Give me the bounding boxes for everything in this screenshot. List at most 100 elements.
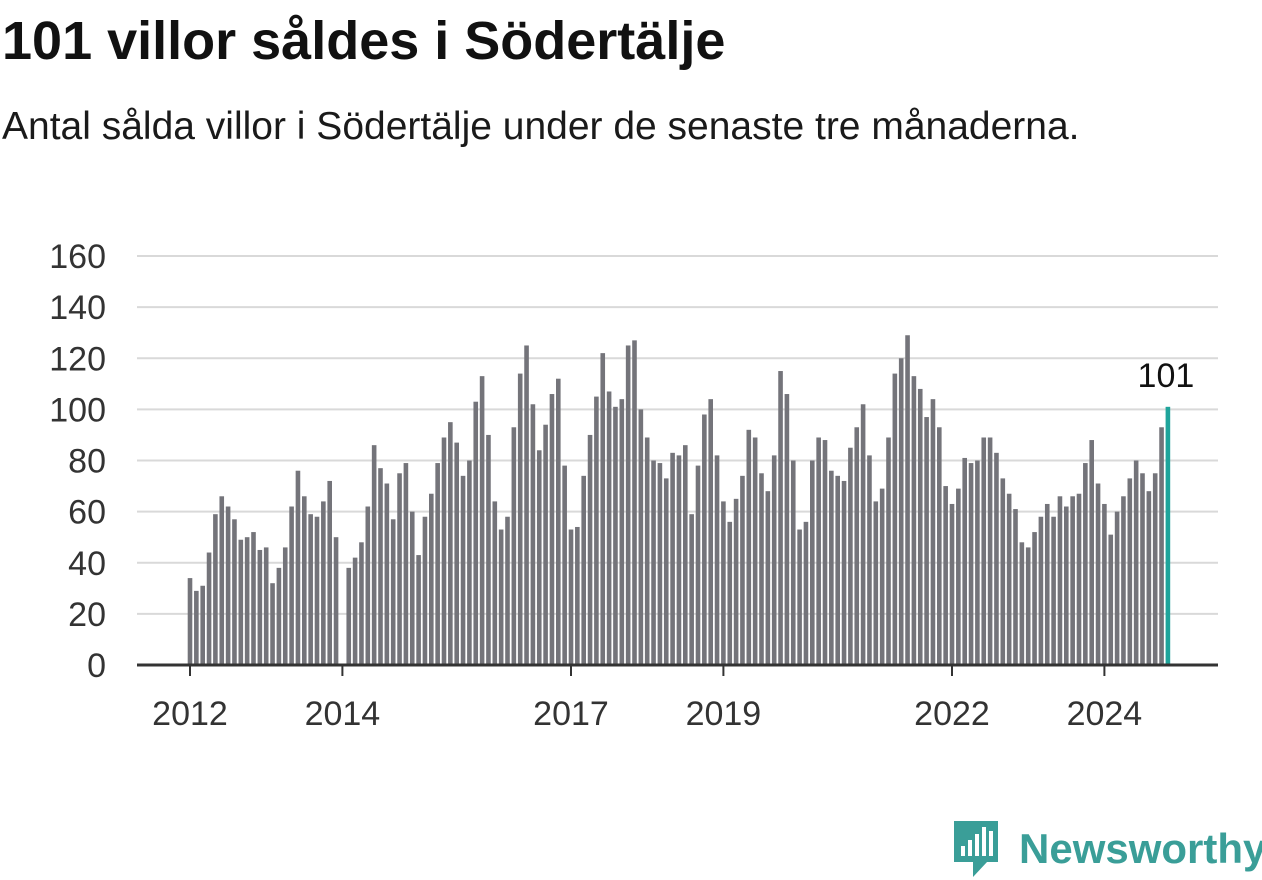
bar bbox=[276, 567, 282, 665]
bar bbox=[333, 537, 339, 665]
bar bbox=[867, 455, 872, 665]
y-tick-label: 160 bbox=[49, 238, 106, 276]
bar bbox=[327, 480, 332, 665]
chart-subtitle: Antal sålda villor i Södertälje under de… bbox=[2, 105, 1080, 148]
bar bbox=[759, 473, 764, 665]
bar bbox=[943, 486, 948, 665]
bar bbox=[994, 452, 999, 665]
bar bbox=[295, 470, 301, 665]
bar bbox=[1108, 534, 1114, 665]
bar bbox=[1038, 516, 1044, 665]
bar bbox=[949, 503, 955, 665]
bar bbox=[314, 516, 320, 665]
bar bbox=[975, 460, 980, 665]
bar bbox=[562, 465, 567, 665]
bar bbox=[695, 465, 701, 665]
y-tick-label: 0 bbox=[87, 647, 106, 685]
bar bbox=[860, 404, 866, 665]
bar bbox=[905, 335, 910, 665]
bar bbox=[810, 460, 815, 665]
bar bbox=[441, 437, 447, 665]
bar bbox=[670, 452, 675, 665]
bar bbox=[683, 445, 688, 665]
bar bbox=[771, 455, 777, 665]
bar bbox=[1076, 493, 1082, 665]
bar bbox=[727, 521, 733, 665]
bar bbox=[1095, 483, 1101, 665]
bar bbox=[397, 473, 402, 665]
bar bbox=[460, 475, 466, 665]
bar bbox=[194, 590, 199, 665]
bar bbox=[1140, 473, 1145, 665]
bar bbox=[848, 447, 853, 665]
bar bbox=[1006, 493, 1012, 665]
bar bbox=[689, 514, 694, 665]
bar bbox=[619, 399, 625, 665]
bar bbox=[714, 455, 720, 665]
newsworthy-logo[interactable]: Newsworthy bbox=[951, 818, 1262, 880]
bar bbox=[359, 542, 364, 665]
bar bbox=[873, 501, 879, 665]
bar bbox=[924, 417, 929, 665]
bar bbox=[657, 463, 663, 665]
bar bbox=[302, 496, 307, 665]
bar bbox=[829, 470, 834, 665]
bar bbox=[898, 358, 904, 665]
bar bbox=[486, 434, 491, 665]
bar bbox=[1057, 496, 1063, 665]
bar bbox=[600, 353, 606, 665]
bar bbox=[778, 371, 783, 665]
bar bbox=[371, 445, 377, 665]
bar bbox=[981, 437, 987, 665]
bar bbox=[822, 440, 828, 665]
x-tick-label: 2017 bbox=[533, 695, 609, 733]
bar bbox=[676, 455, 682, 665]
bar bbox=[270, 583, 275, 665]
bar bbox=[606, 391, 612, 665]
y-tick-label: 60 bbox=[68, 494, 106, 532]
bar bbox=[498, 529, 504, 665]
bar bbox=[263, 547, 269, 665]
bar bbox=[854, 427, 860, 665]
bar bbox=[556, 378, 561, 665]
bar bbox=[886, 437, 891, 665]
bar bbox=[219, 496, 225, 665]
bar bbox=[511, 427, 517, 665]
bar bbox=[232, 519, 237, 665]
bar bbox=[841, 480, 847, 665]
bar bbox=[409, 511, 415, 665]
bar bbox=[1146, 491, 1152, 665]
bar bbox=[390, 519, 396, 665]
bar bbox=[467, 460, 472, 665]
bar bbox=[187, 578, 193, 665]
bar bbox=[613, 406, 618, 665]
bar bbox=[1064, 506, 1069, 665]
bar bbox=[1152, 473, 1158, 665]
bar bbox=[321, 501, 326, 665]
bar bbox=[429, 493, 434, 665]
bar bbox=[917, 388, 923, 665]
bar bbox=[473, 401, 479, 665]
x-tick-label: 2019 bbox=[686, 695, 762, 733]
bar bbox=[1133, 460, 1139, 665]
bar bbox=[1000, 478, 1006, 665]
bar bbox=[651, 460, 656, 665]
chart-title: 101 villor såldes i Södertälje bbox=[2, 11, 726, 71]
bar bbox=[956, 488, 961, 665]
bar bbox=[625, 345, 631, 665]
bar bbox=[435, 463, 440, 665]
bar bbox=[543, 424, 548, 665]
bar bbox=[524, 345, 529, 665]
bar bbox=[663, 478, 669, 665]
bars bbox=[187, 335, 1171, 665]
bar bbox=[1127, 478, 1133, 665]
bar bbox=[257, 549, 263, 665]
bar bbox=[454, 442, 459, 665]
newsworthy-logo-icon bbox=[954, 821, 998, 877]
bar bbox=[740, 475, 745, 665]
y-tick-label: 100 bbox=[49, 391, 106, 429]
bar bbox=[702, 414, 707, 665]
bar bbox=[1114, 511, 1120, 665]
bar bbox=[403, 463, 409, 665]
bar bbox=[479, 376, 485, 665]
